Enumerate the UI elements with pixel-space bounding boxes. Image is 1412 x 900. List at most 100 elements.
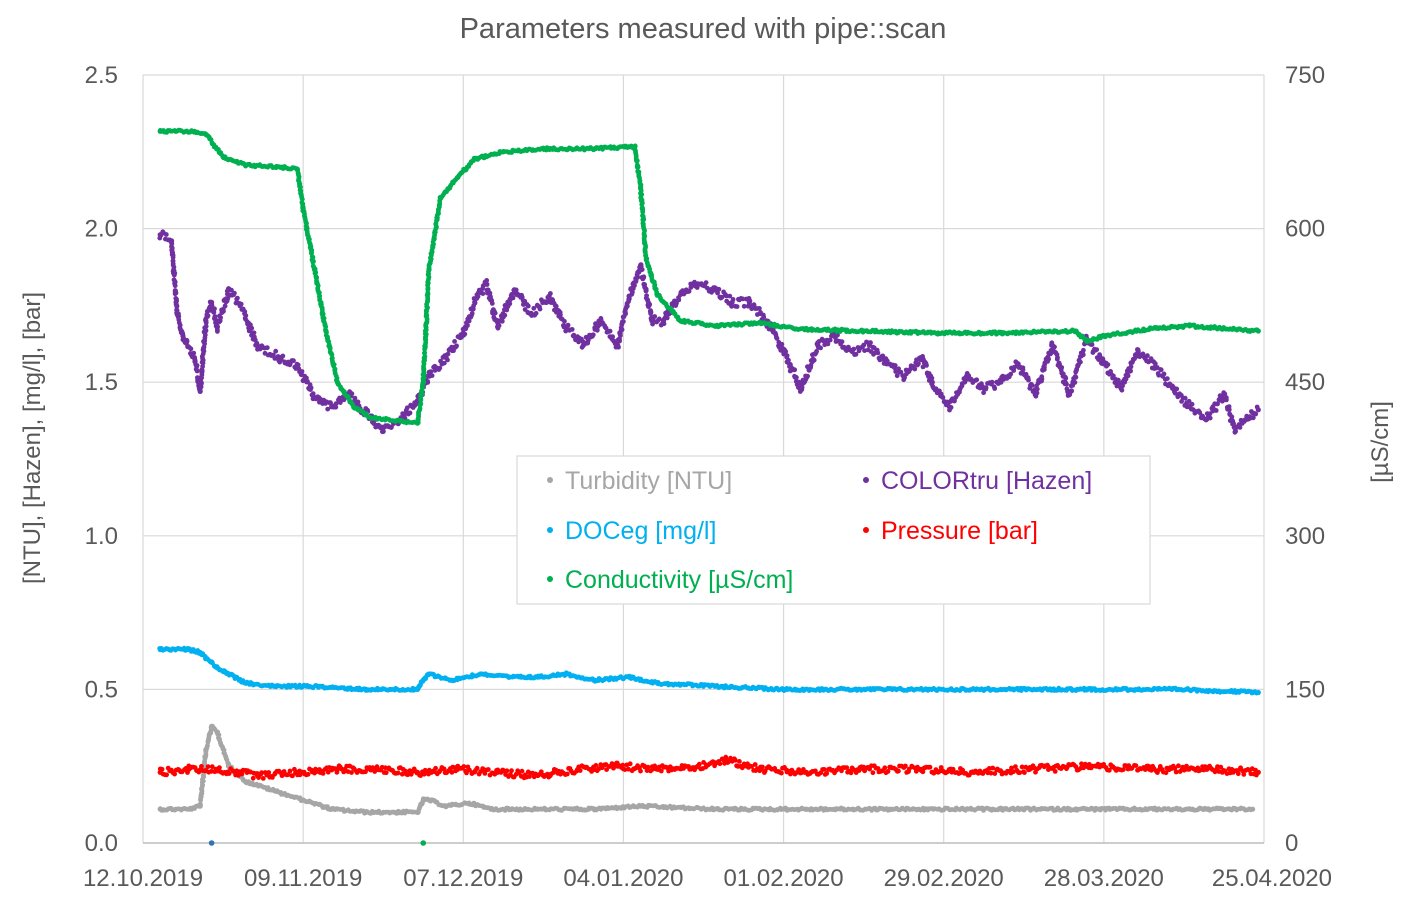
- legend: Turbidity [NTU] COLORtru [Hazen] DOCeg [mg…: [516, 455, 1151, 605]
- trail-dot: [172, 771, 178, 777]
- trail-dot: [215, 327, 220, 333]
- x-tick-label: 01.02.2020: [724, 865, 844, 892]
- trail-dot: [562, 318, 567, 324]
- trail-dot: [760, 764, 765, 770]
- trail-dot: [792, 367, 798, 373]
- trail-dot: [1105, 362, 1111, 367]
- trail-dot: [492, 310, 498, 316]
- trail-dot: [461, 764, 467, 769]
- trail-dot: [467, 767, 472, 773]
- trail-dot: [779, 770, 784, 776]
- trail-dot: [449, 769, 455, 775]
- trail-dot: [610, 334, 615, 340]
- legend-label: DOCeg [mg/l]: [565, 517, 716, 545]
- trail-dot: [646, 303, 652, 308]
- trail-dot: [499, 318, 505, 324]
- trail-dot: [616, 344, 621, 350]
- trail-dot: [1145, 353, 1150, 359]
- legend-item: Turbidity [NTU]: [547, 467, 732, 495]
- trail-dot: [896, 768, 901, 774]
- trail-dot: [579, 344, 585, 350]
- trail-dot: [173, 290, 179, 296]
- trail-dot: [824, 771, 830, 776]
- trail-dot: [1064, 381, 1069, 387]
- trail-dot: [761, 314, 767, 320]
- y2-tick-label: 150: [1285, 676, 1325, 703]
- trail-dot: [626, 766, 631, 772]
- y2-tick-label: 750: [1285, 62, 1325, 89]
- trail-dot: [285, 772, 291, 777]
- trail-dot: [786, 357, 791, 363]
- trail-dot: [201, 348, 207, 354]
- trail-dot: [239, 771, 245, 777]
- x-tick-label: 28.03.2020: [1044, 865, 1164, 892]
- trail-dot: [989, 379, 995, 385]
- trail-dot: [1164, 376, 1170, 381]
- trail-dot: [484, 282, 490, 287]
- trail-dot: [349, 391, 355, 397]
- trail-dot: [205, 743, 210, 749]
- trail-dot: [992, 386, 998, 391]
- trail-dot: [454, 343, 459, 349]
- trail-dot: [1254, 327, 1260, 333]
- trail-dot: [621, 319, 626, 324]
- trail-dot: [349, 770, 354, 775]
- trail-dot: [676, 297, 682, 303]
- trail-dot: [927, 764, 933, 770]
- trail-dot: [882, 765, 888, 771]
- trail-dot: [1074, 368, 1079, 373]
- trail-dot: [564, 771, 570, 777]
- legend-label: Turbidity [NTU]: [565, 467, 732, 495]
- y-tick-label: 2.0: [85, 216, 118, 243]
- y-tick-label: 1.5: [85, 369, 118, 396]
- trail-dot: [1039, 374, 1045, 380]
- trail-dot: [474, 765, 480, 771]
- trail-dot: [325, 406, 331, 412]
- x-axis: 12.10.2019 09.11.2019 07.12.2019 04.01.2020…: [83, 865, 1332, 892]
- trail-dot: [1128, 368, 1133, 374]
- trail-dot: [983, 385, 989, 391]
- trail-dot: [1081, 347, 1086, 353]
- trail-dot: [924, 363, 929, 368]
- trail-dot: [273, 348, 279, 354]
- trail-dot: [291, 358, 296, 364]
- trail-dot: [433, 765, 438, 771]
- trail-dot: [1119, 387, 1125, 393]
- trail-dot: [496, 323, 502, 328]
- trail-dot: [254, 341, 260, 346]
- trail-dot: [399, 771, 405, 777]
- trail-dot: [784, 353, 790, 358]
- legend-item: COLORtru [Hazen]: [863, 467, 1092, 495]
- trail-dot: [635, 274, 641, 280]
- trail-dot: [290, 773, 295, 779]
- trail-dot: [1026, 377, 1031, 383]
- trail-dot: [480, 291, 486, 296]
- trail-dot: [624, 303, 630, 309]
- trail-dot: [533, 310, 539, 316]
- trail-dot: [1052, 344, 1057, 350]
- trail-dot: [222, 303, 228, 309]
- legend-marker: [547, 527, 553, 533]
- trail-dot: [723, 754, 729, 760]
- x-tick-label: 04.01.2020: [563, 865, 683, 892]
- trail-dot: [639, 267, 645, 272]
- trail-dot: [502, 312, 508, 318]
- trail-dot: [238, 301, 244, 307]
- trail-dot: [164, 772, 170, 778]
- trail-dot: [696, 761, 702, 767]
- trail-dot: [1161, 371, 1167, 377]
- trail-dot: [940, 395, 946, 400]
- trail-dot: [1094, 347, 1100, 352]
- trail-dot: [1189, 401, 1195, 407]
- trail-dot: [622, 767, 628, 772]
- trail-dot: [1135, 347, 1141, 353]
- x-tick-label: 09.11.2019: [244, 865, 362, 892]
- trail-dot: [212, 306, 217, 312]
- trail-dot: [173, 296, 179, 301]
- trail-dot: [1235, 771, 1241, 777]
- trail-dot: [188, 346, 194, 352]
- x-tick-label: 29.02.2020: [884, 865, 1004, 892]
- trail-dot: [264, 345, 270, 351]
- trail-dot: [191, 350, 197, 356]
- trail-dot: [709, 289, 714, 295]
